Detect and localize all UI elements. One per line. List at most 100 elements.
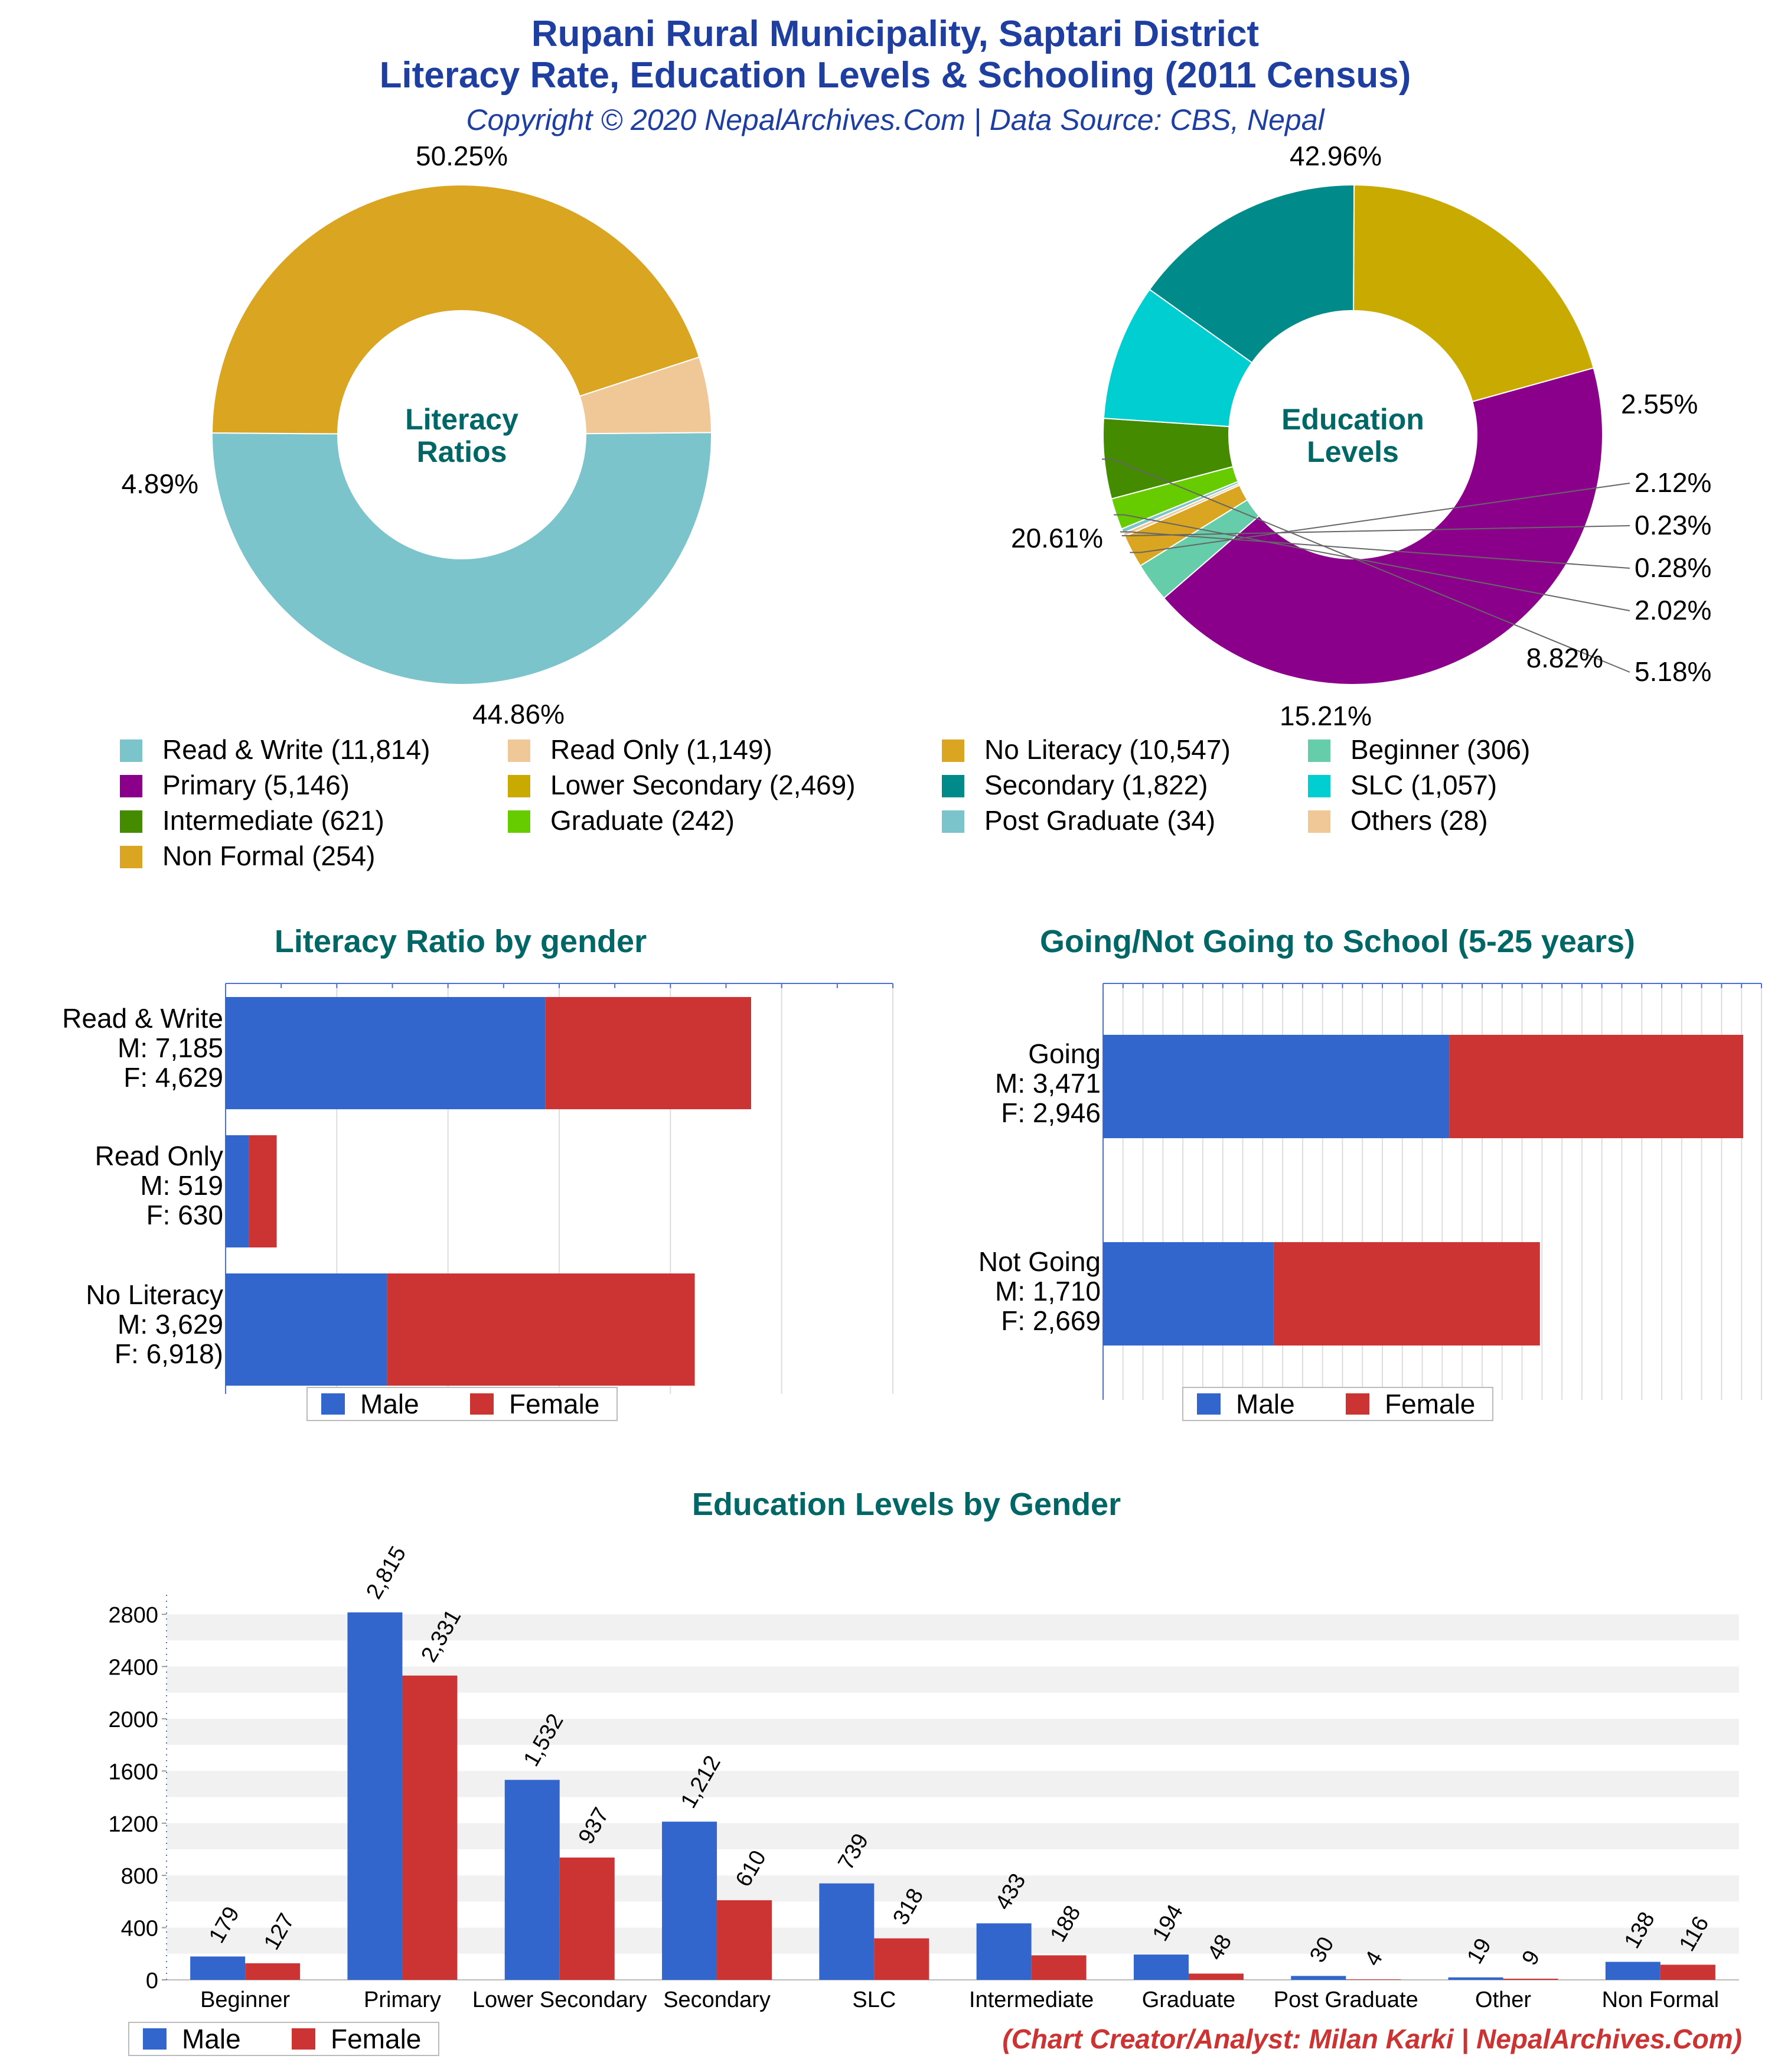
y-tick-label: 2000 [108, 1708, 158, 1732]
legend-box [306, 1387, 618, 1421]
legend-swatch-read-only [508, 739, 530, 762]
y-tick-label: 0 [146, 1969, 158, 1993]
education-donut-center-line2: Levels [1307, 435, 1399, 468]
school-going-chart-title: Going/Not Going to School (5-25 years) [1040, 924, 1635, 959]
x-tick-label-other: Other [1475, 1988, 1531, 2012]
legend-swatch-no-literacy [942, 739, 964, 762]
donut-slice-no-literacy [211, 184, 700, 435]
bar-female-other [1503, 1979, 1558, 1980]
slice-label-secondary: 15.21% [1280, 701, 1372, 731]
bar-male-no-literacy [226, 1273, 387, 1386]
legend-swatch-graduate [508, 810, 530, 833]
category-label-no-literacy: M: 3,629 [118, 1309, 223, 1340]
legend-swatch-primary [120, 775, 142, 797]
slice-leader-line-graduate [1114, 514, 1630, 611]
donut-slice-primary [1163, 367, 1603, 685]
y-tick-label: 400 [121, 1917, 158, 1941]
legend-swatch-male [143, 2028, 167, 2050]
legend-label-read-only: Read Only (1,149) [550, 734, 772, 765]
bar-male-primary [347, 1612, 403, 1980]
literacy-gender-chart-title: Literacy Ratio by gender [275, 924, 647, 959]
y-tick-label: 2800 [108, 1603, 158, 1628]
x-tick-label-intermediate: Intermediate [969, 1988, 1094, 2012]
slice-label-non-formal: 2.12% [1635, 467, 1711, 498]
legend-swatch-post-graduate [942, 810, 964, 833]
category-label-read-write: Read & Write [62, 1003, 223, 1034]
bar-male-intermediate [976, 1923, 1032, 1980]
legend-label-read-write: Read & Write (11,814) [162, 734, 430, 765]
bar-male-beginner [190, 1956, 246, 1980]
bar-female-read-write [545, 997, 751, 1109]
legend-label-lower-secondary: Lower Secondary (2,469) [550, 770, 856, 800]
legend-swatch-beginner [1308, 739, 1330, 762]
x-tick-label-primary: Primary [364, 1988, 441, 2012]
x-tick-label-post-graduate: Post Graduate [1274, 1988, 1418, 2012]
donut-slice-read-only [579, 356, 712, 435]
legend-label-female: Female [331, 2024, 421, 2054]
x-tick-label-slc: SLC [852, 1988, 896, 2012]
legend-label-secondary: Secondary (1,822) [984, 770, 1208, 800]
slice-leader-line-others [1121, 525, 1630, 536]
bar-male-going [1103, 1035, 1450, 1138]
y-tick-label: 1200 [108, 1812, 158, 1837]
donut-slice-secondary [1149, 184, 1355, 364]
slice-leader-line-intermediate [1102, 458, 1630, 673]
legend-box [1182, 1387, 1493, 1421]
bar-female-read-only [249, 1135, 277, 1247]
category-label-going: M: 3,471 [995, 1068, 1101, 1099]
x-tick-label-graduate: Graduate [1142, 1988, 1235, 2012]
bar-male-slc [819, 1883, 875, 1980]
bar-female-no-literacy [387, 1273, 695, 1386]
legend-box [128, 2022, 439, 2056]
bar-female-beginner [245, 1963, 301, 1980]
category-label-read-write: M: 7,185 [118, 1032, 223, 1063]
category-label-read-only: M: 519 [140, 1170, 223, 1201]
legend-label-intermediate: Intermediate (621) [162, 805, 384, 836]
bar-male-lower-secondary [504, 1780, 560, 1980]
y-tick-label: 800 [121, 1864, 158, 1889]
bar-female-post-graduate [1346, 1979, 1401, 1980]
legend-label-post-graduate: Post Graduate (34) [984, 805, 1215, 836]
category-label-not-going: Not Going [978, 1246, 1101, 1277]
grid-band [167, 1614, 1739, 1641]
bar-female-intermediate [1031, 1955, 1087, 1980]
slice-label-no-literacy: 44.86% [472, 699, 565, 729]
slice-label-read-write: 50.25% [416, 141, 508, 171]
x-tick-label-lower-secondary: Lower Secondary [472, 1988, 647, 2012]
slice-label-lower-secondary: 20.61% [1011, 523, 1103, 553]
legend-label-primary: Primary (5,146) [162, 770, 350, 800]
page-subtitle: Copyright © 2020 NepalArchives.Com | Dat… [466, 103, 1325, 137]
bar-female-going [1449, 1035, 1744, 1138]
legend-swatch-male [1197, 1393, 1221, 1415]
page-title-line2: Literacy Rate, Education Levels & School… [380, 55, 1411, 96]
bar-male-not-going [1103, 1242, 1274, 1346]
category-label-no-literacy: No Literacy [86, 1279, 223, 1310]
legend-swatch-male [321, 1393, 345, 1415]
category-label-read-only: Read Only [95, 1141, 223, 1171]
legend-label-others: Others (28) [1350, 805, 1488, 836]
legend-label-slc: SLC (1,057) [1350, 770, 1497, 800]
bar-female-non-formal [1660, 1965, 1715, 1980]
bar-female-slc [874, 1938, 929, 1980]
slice-label-slc: 8.82% [1526, 643, 1603, 673]
slice-label-graduate: 2.02% [1635, 595, 1711, 625]
legend-label-male: Male [360, 1389, 419, 1419]
slice-label-others: 0.23% [1635, 510, 1711, 540]
bar-male-non-formal [1605, 1962, 1660, 1980]
legend-swatch-slc [1308, 775, 1330, 797]
education-donut-center-line1: Education [1281, 403, 1424, 436]
slice-leader-line-non-formal [1130, 483, 1630, 553]
slice-label-intermediate: 5.18% [1635, 656, 1711, 687]
bar-female-graduate [1188, 1973, 1244, 1980]
x-tick-label-non-formal: Non Formal [1602, 1988, 1720, 2012]
legend-swatch-others [1308, 810, 1330, 833]
chart-credit: (Chart Creator/Analyst: Milan Karki | Ne… [1002, 2024, 1742, 2054]
legend-swatch-lower-secondary [508, 775, 530, 797]
y-tick-label: 1600 [108, 1760, 158, 1784]
legend-label-graduate: Graduate (242) [550, 805, 735, 836]
category-label-going: Going [1028, 1038, 1101, 1069]
bar-male-secondary [662, 1822, 717, 1980]
x-tick-label-beginner: Beginner [200, 1988, 290, 2012]
